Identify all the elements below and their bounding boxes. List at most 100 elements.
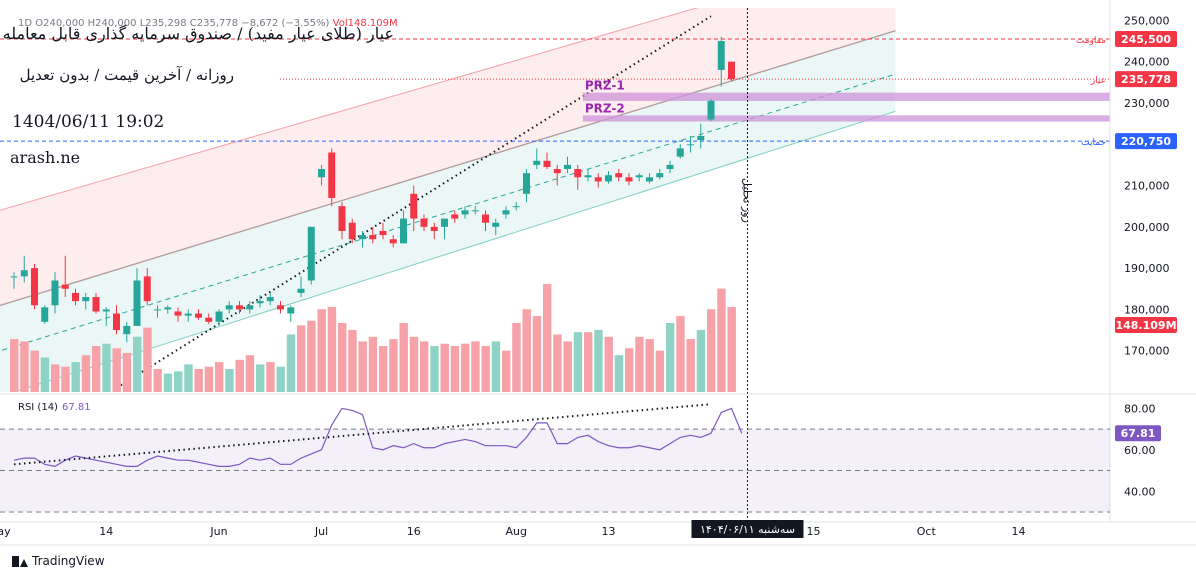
volume-bar [215, 362, 224, 392]
resistance-price-tag-bg [1115, 30, 1177, 47]
volume-bar [143, 327, 152, 392]
volume-bar [153, 369, 162, 392]
candle-body [266, 297, 274, 302]
volume-bar [307, 320, 316, 392]
volume-bar [409, 336, 419, 392]
candle-body [697, 136, 705, 141]
volume-bar [256, 364, 265, 392]
candle-body [205, 317, 213, 322]
candle-body [687, 144, 694, 146]
y-tick-label: 210,000 [1124, 180, 1170, 193]
volume-bar [379, 346, 388, 392]
candle-body [451, 214, 459, 219]
candle-body [102, 309, 110, 312]
tradingview-label: TradingView [32, 554, 105, 568]
volume-bar [686, 339, 695, 392]
prz-zone-2 [582, 115, 1110, 122]
candle-body [656, 173, 664, 178]
prz-label-2: PRZ-2 [585, 101, 625, 115]
candle-body [72, 292, 79, 302]
candle-body [154, 309, 161, 311]
volume-bar [317, 309, 326, 392]
watermark: arash.ne [10, 148, 81, 167]
x-tick-label: Aug [506, 525, 527, 538]
candle-body [635, 175, 643, 178]
tradingview-logo-icon [12, 555, 28, 567]
volume-bar [389, 339, 398, 392]
candle-body [512, 206, 520, 208]
volume-bar [194, 369, 203, 392]
volume-bar [297, 325, 306, 392]
volume-bar [727, 306, 736, 392]
x-tick-label: 14 [1012, 525, 1026, 538]
volume-bar [440, 343, 449, 392]
candle-body [133, 280, 141, 326]
candle-body [225, 305, 233, 310]
volume-bar [81, 355, 91, 392]
volume-bar [522, 309, 531, 392]
candle-body [297, 288, 305, 293]
chart-subtitle: روزانه / آخرین قیمت / بدون تعدیل [19, 66, 234, 84]
rsi-value-tag: 67.81 [1121, 427, 1156, 440]
volume-bar [10, 339, 19, 392]
tradingview-brand[interactable]: TradingView [12, 554, 105, 568]
volume-bar [471, 341, 480, 392]
candle-body [338, 206, 346, 231]
rsi-lines [13, 403, 743, 468]
candle-body [666, 164, 674, 170]
candle-body [533, 160, 541, 165]
rsi-legend[interactable]: RSI (14) 67.81 [18, 402, 91, 413]
support-price-tag: 220,750 [1121, 135, 1171, 148]
volume-bar [174, 371, 183, 392]
volume-bar [666, 323, 675, 392]
volume-bar [163, 373, 173, 392]
x-tick-label: Jun [209, 525, 227, 538]
candle-body [471, 210, 479, 212]
volume-bar [635, 336, 644, 392]
candle-body [41, 307, 49, 322]
chart-title: عیار (طلای عیار مفید) / صندوق سرمایه گذا… [2, 24, 394, 43]
candle-body [553, 169, 561, 174]
y-tick-label: 240,000 [1124, 56, 1170, 69]
candle-body [543, 160, 551, 167]
x-tick-label: 13 [602, 525, 616, 538]
rsi-y-tick-label: 40.00 [1124, 485, 1156, 498]
y-tick-label: 230,000 [1124, 97, 1170, 110]
volume-bar [461, 343, 470, 392]
y-tick-label: 250,000 [1124, 14, 1170, 27]
candle-body [184, 313, 192, 316]
volume-bar [204, 366, 214, 392]
rsi-value: 67.81 [61, 402, 91, 413]
candle-body [287, 307, 295, 314]
channel-mid-line [0, 30, 896, 307]
volume-bar [614, 355, 624, 392]
chart-datetime: 1404/06/11 19:02 [12, 112, 165, 132]
candle-body [400, 218, 407, 244]
volume-bar [604, 336, 613, 392]
volume-bar [112, 348, 121, 392]
candle-body [143, 276, 151, 302]
y-tick-label: 190,000 [1124, 262, 1170, 275]
last-price-tag-bg [1115, 71, 1177, 88]
ohlc-readout: 1D O240,000 H240,000 L235,298 C235,778 −… [18, 18, 398, 29]
volume-bar [327, 306, 337, 392]
candle-body [523, 173, 530, 194]
volume-readout: Vol148.109M [333, 18, 398, 29]
volume-bar [553, 334, 562, 392]
candle-body [215, 311, 223, 322]
candle-body [625, 177, 633, 182]
candle-body [318, 169, 325, 178]
candle-body [61, 284, 69, 289]
candle-body [461, 210, 469, 215]
candle-body [707, 100, 715, 120]
candle-body [615, 173, 623, 178]
candle-body [348, 222, 356, 240]
candle-body [389, 239, 397, 244]
support-label: حمایت [1081, 138, 1106, 148]
volume-bar [563, 341, 572, 392]
volume-bar [584, 332, 593, 392]
x-tick-label: 16 [407, 525, 421, 538]
volume-bar [481, 346, 490, 392]
candle-body [236, 305, 243, 310]
